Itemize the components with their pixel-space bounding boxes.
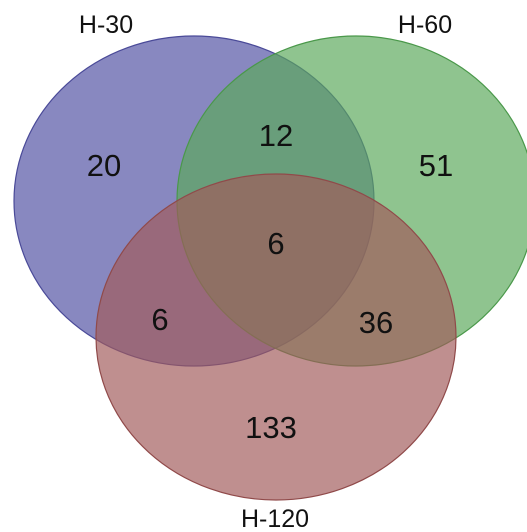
set-label-h120: H-120 xyxy=(241,505,309,532)
count-all-three: 6 xyxy=(267,226,284,261)
count-h30-h60: 12 xyxy=(259,118,293,153)
count-h30-only: 20 xyxy=(87,148,121,183)
set-label-h30: H-30 xyxy=(79,11,133,39)
set-circle-h120 xyxy=(95,173,457,501)
count-h30-h120: 6 xyxy=(151,302,168,337)
count-h60-only: 51 xyxy=(419,148,453,183)
count-h120-only: 133 xyxy=(245,410,297,445)
set-label-h60: H-60 xyxy=(398,11,452,39)
count-h60-h120: 36 xyxy=(359,305,393,340)
